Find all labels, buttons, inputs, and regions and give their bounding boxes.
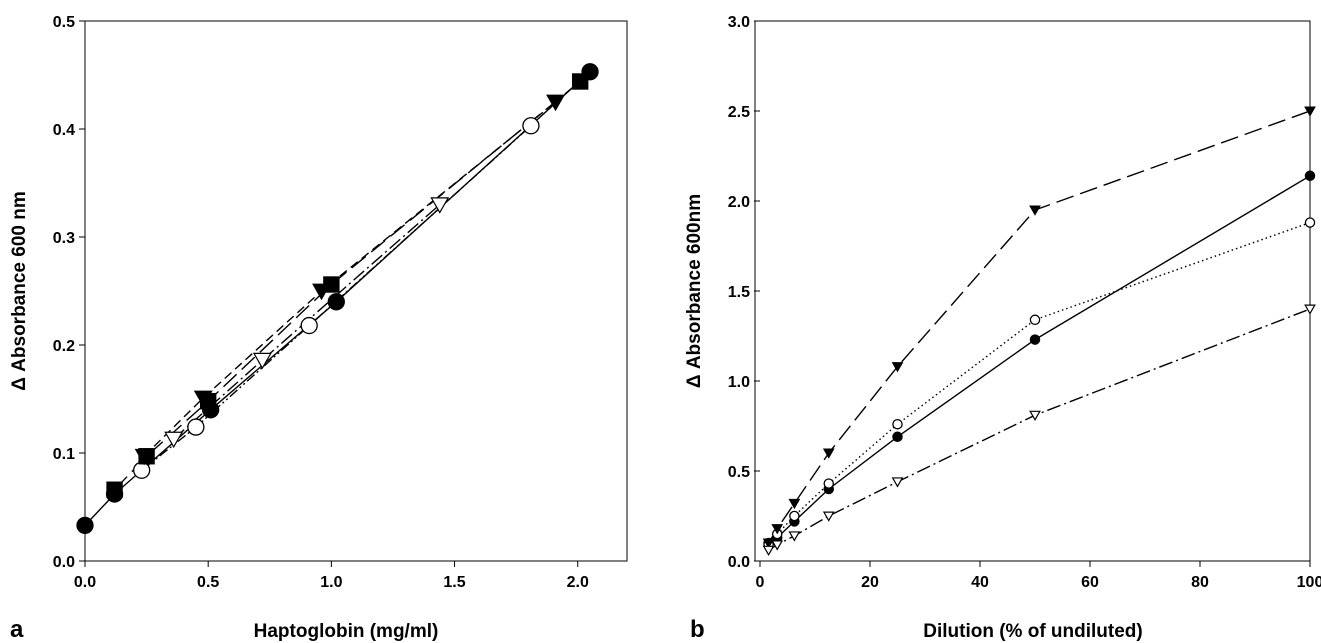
panel-b: 0 20 40 60 80 100 0.0 0.5 1.0 1.5 2.0 2.5 3.0 Dilut… — [684, 14, 1321, 643]
series-line-filled-triangle-down — [143, 101, 557, 457]
x-tick-label: 0.5 — [197, 574, 219, 591]
y-tick-label: 1.0 — [728, 374, 750, 391]
data-point-open-circle — [892, 418, 903, 430]
data-point-open-circle — [1029, 314, 1041, 326]
data-point-filled-triangle-down — [193, 390, 213, 408]
data-point-filled-triangle-down — [771, 524, 784, 535]
series-line-filled-circle — [768, 175, 1311, 544]
x-tick-label: 80 — [1191, 574, 1209, 591]
x-axis-label-a: Haptoglobin (mg/ml) — [254, 621, 439, 642]
series-line-filled-square — [114, 80, 581, 491]
x-tick-label: 0 — [756, 574, 765, 591]
y-tick-label: 0.0 — [728, 554, 750, 571]
data-point-filled-circle — [1029, 334, 1041, 345]
x-tick-label: 40 — [971, 574, 989, 591]
series-line-open-triangle-down — [173, 204, 441, 440]
x-tick-label: 1.0 — [320, 574, 342, 591]
data-point-filled-square — [106, 481, 123, 498]
panel-label-a: a — [10, 616, 24, 643]
data-point-open-circle — [187, 418, 205, 436]
data-point-filled-triangle-down — [1029, 205, 1041, 216]
series-line-open-circle — [141, 125, 532, 471]
y-tick-label: 0.1 — [53, 446, 75, 463]
x-ticks-a: 0.0 0.5 1.0 1.5 2.0 — [74, 561, 589, 591]
y-tick-label: 0.3 — [53, 230, 75, 247]
y-tick-label: 2.0 — [728, 194, 750, 211]
y-axis-label-a: Δ Absorbance 600 nm — [9, 191, 30, 391]
data-point-filled-triangle-down — [312, 283, 331, 301]
data-point-filled-triangle-down — [134, 448, 154, 466]
x-tick-label: 100 — [1297, 574, 1321, 591]
y-tick-label: 0.0 — [53, 554, 75, 571]
data-point-filled-circle — [1304, 170, 1316, 182]
series-group-b — [762, 106, 1316, 556]
data-point-filled-triangle-down — [822, 448, 835, 459]
panel-label-b: b — [690, 616, 705, 643]
data-point-open-triangle-down — [1304, 304, 1316, 315]
y-tick-label: 0.2 — [53, 338, 75, 355]
data-point-filled-square — [571, 73, 589, 90]
y-tick-label: 0.5 — [728, 464, 750, 481]
y-tick-label: 2.5 — [728, 104, 750, 121]
x-tick-label: 60 — [1081, 574, 1099, 591]
data-point-open-triangle-down — [762, 545, 775, 556]
data-point-open-circle — [133, 461, 151, 479]
plot-frame-b — [754, 20, 1311, 562]
series-line-open-circle — [768, 221, 1311, 546]
data-point-filled-triangle-down — [762, 538, 775, 549]
data-point-open-triangle-down — [430, 197, 450, 214]
y-tick-label: 0.4 — [53, 122, 75, 139]
data-point-open-triangle-down — [788, 531, 801, 542]
series-line-open-triangle-down — [768, 308, 1311, 551]
x-tick-label: 1.5 — [443, 574, 465, 591]
series-line-filled-triangle-down — [767, 110, 1311, 544]
data-point-filled-triangle-down — [1304, 106, 1316, 117]
x-axis-label-b: Dilution (% of undiluted) — [923, 621, 1143, 642]
data-point-open-circle — [1304, 217, 1316, 228]
data-point-open-circle — [300, 316, 318, 335]
x-ticks-b: 0 20 40 60 80 100 — [756, 561, 1321, 591]
y-axis-label-b: Δ Absorbance 600nm — [684, 194, 705, 388]
x-tick-label: 0.0 — [74, 574, 96, 591]
data-point-open-circle — [789, 510, 800, 522]
data-point-filled-triangle-down — [788, 498, 801, 510]
data-point-open-triangle-down — [252, 352, 272, 370]
data-point-filled-circle — [327, 293, 345, 311]
y-ticks-b: 0.0 0.5 1.0 1.5 2.0 2.5 3.0 — [728, 14, 760, 571]
x-tick-label: 20 — [861, 574, 879, 591]
data-point-filled-circle — [892, 431, 903, 443]
panel-a: 0.0 0.5 1.0 1.5 2.0 0.0 0.1 0.2 0.3 0.4 0.5 Hapto… — [9, 14, 628, 643]
data-point-filled-circle — [76, 516, 94, 535]
y-tick-label: 1.5 — [728, 284, 750, 301]
y-ticks-a: 0.0 0.1 0.2 0.3 0.4 0.5 — [53, 14, 85, 571]
data-point-filled-triangle-down — [891, 362, 904, 373]
data-point-open-circle — [522, 117, 540, 135]
data-point-open-triangle-down — [1029, 410, 1041, 421]
data-point-open-triangle-down — [164, 431, 184, 449]
data-point-open-triangle-down — [822, 511, 835, 522]
x-tick-label: 2.0 — [567, 574, 589, 591]
y-tick-label: 3.0 — [728, 14, 750, 31]
data-point-filled-triangle-down — [546, 94, 565, 112]
data-point-open-triangle-down — [891, 477, 904, 488]
data-point-open-triangle-down — [771, 540, 784, 551]
data-point-open-circle — [823, 478, 835, 489]
plot-frame-a — [84, 20, 628, 562]
y-tick-label: 0.5 — [53, 14, 75, 31]
series-group-a — [76, 63, 599, 535]
